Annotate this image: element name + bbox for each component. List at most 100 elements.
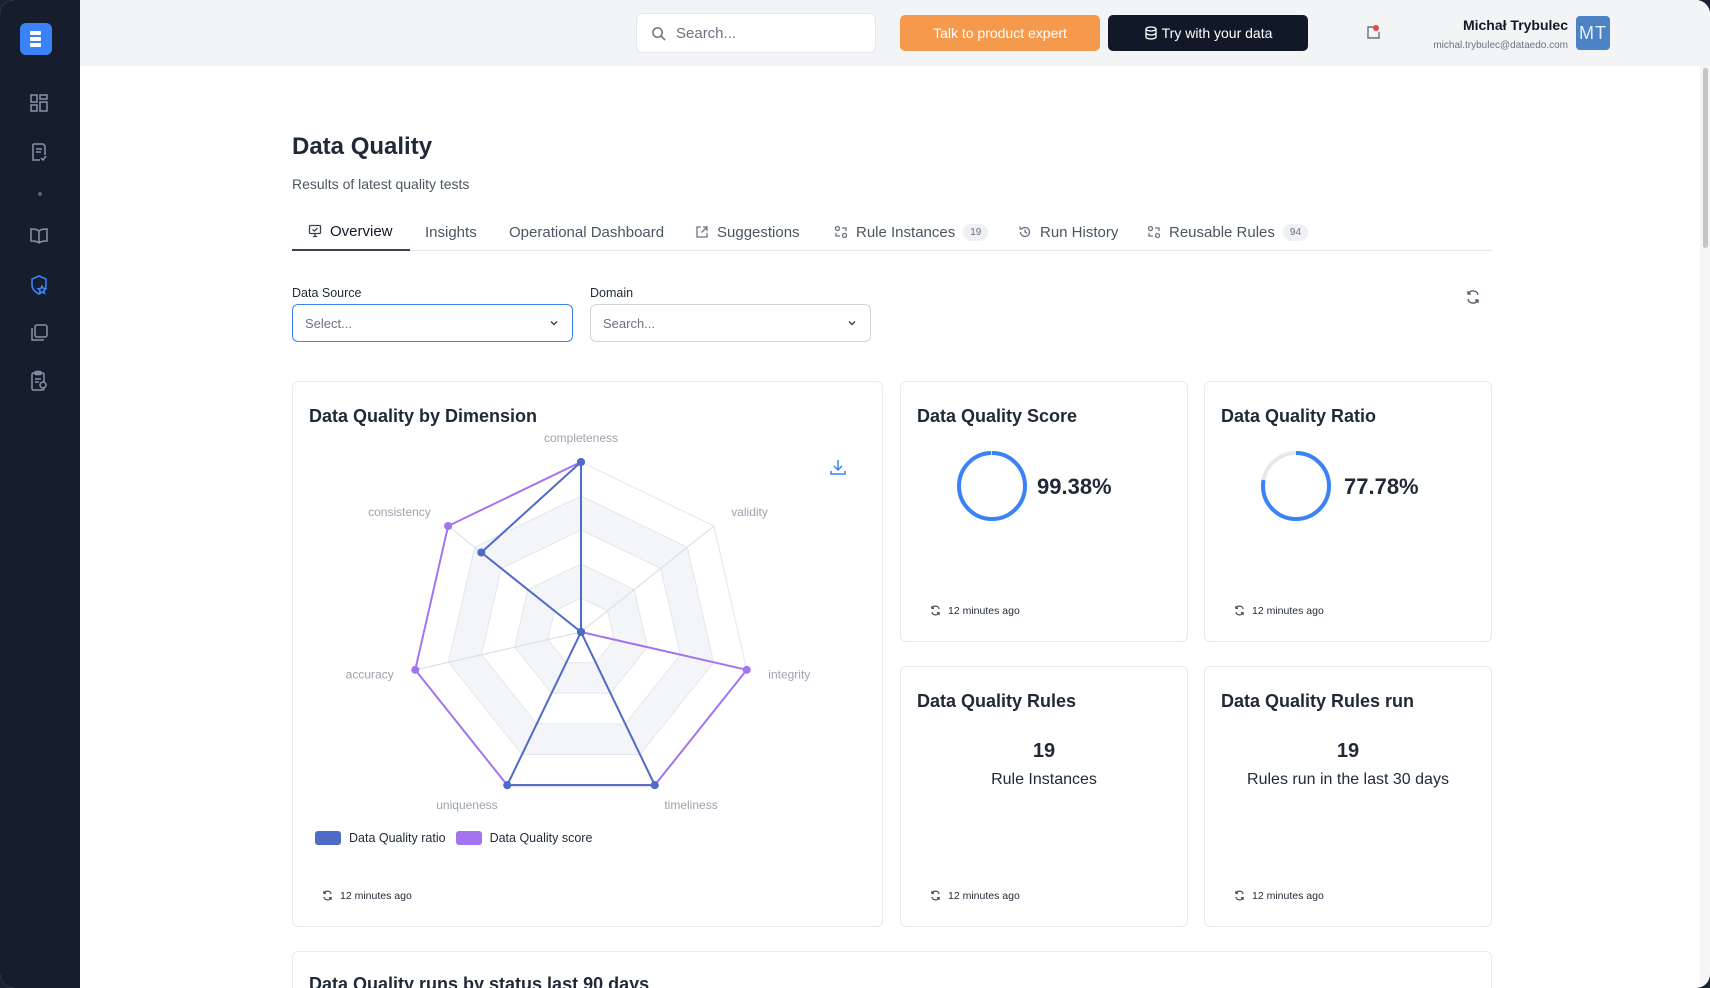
external-link-icon — [696, 226, 708, 238]
tab-run-history[interactable]: Run History — [1018, 213, 1118, 251]
chevron-down-icon — [848, 321, 856, 326]
tab-label: Suggestions — [717, 223, 800, 241]
pages-icon[interactable] — [27, 321, 51, 345]
tab-overview[interactable]: Overview — [292, 213, 410, 251]
legend-swatch-score — [455, 831, 482, 845]
search-icon — [652, 26, 666, 41]
ratio-value: 77.78% — [1344, 474, 1419, 499]
last-updated: 12 minutes ago — [1233, 889, 1324, 902]
score-ring — [957, 451, 1027, 521]
tab-label: Reusable Rules — [1169, 223, 1275, 241]
dataedo-logo[interactable] — [20, 23, 52, 55]
score-value: 99.38% — [1037, 474, 1112, 499]
checklist-icon[interactable] — [27, 140, 51, 164]
ring-progress — [957, 451, 1027, 521]
tab-insights[interactable]: Insights — [425, 213, 477, 251]
last-updated: 12 minutes ago — [929, 889, 1020, 902]
rules-icon — [1147, 225, 1161, 239]
ring-progress — [1261, 451, 1331, 521]
try-with-data-button[interactable]: Try with your data — [1108, 15, 1308, 51]
refresh-icon — [931, 890, 940, 901]
search-input[interactable] — [676, 24, 846, 42]
last-updated-text: 12 minutes ago — [948, 889, 1020, 902]
radar-point[interactable] — [650, 781, 659, 790]
tab-rule-instances[interactable]: Rule Instances 19 — [834, 213, 989, 251]
radar-point[interactable] — [577, 458, 585, 466]
radar-chart: completeness validity integrity timeliness u… — [346, 432, 811, 812]
count-badge: 94 — [1282, 223, 1309, 241]
domain-select[interactable]: Search... — [590, 304, 871, 342]
scrollbar-track[interactable] — [1700, 66, 1710, 988]
radar-axis-label-consistency: consistency — [368, 505, 431, 519]
database-icon — [1144, 26, 1157, 40]
chart-legend: Data Quality ratio Data Quality score — [315, 831, 592, 845]
dimension-card: Data Quality by Dimension completeness va… — [292, 381, 883, 927]
domain-placeholder: Search... — [603, 315, 656, 331]
tab-reusable-rules[interactable]: Reusable Rules 94 — [1147, 213, 1309, 251]
radar-point[interactable] — [411, 665, 420, 674]
shield-star-icon[interactable] — [27, 273, 51, 297]
top-bar: Talk to product expert Try with your dat… — [80, 0, 1710, 66]
radar-point[interactable] — [577, 628, 585, 636]
legend-label-ratio[interactable]: Data Quality ratio — [349, 831, 446, 845]
radar-axis-label-validity: validity — [731, 505, 768, 519]
data-source-label: Data Source — [292, 286, 362, 300]
rules-run-label: Rules run in the last 30 days — [1247, 771, 1449, 788]
rules-run-card: Data Quality Rules run 19 Rules run in t… — [1204, 666, 1492, 927]
clipboard-gear-icon[interactable] — [27, 369, 51, 393]
rules-card-title: Data Quality Rules — [917, 691, 1077, 711]
rules-count: 19 — [1032, 740, 1056, 762]
count-badge: 19 — [963, 223, 989, 241]
runs-by-status-card: Data Quality runs by status last 90 days — [292, 951, 1492, 988]
download-icon[interactable] — [828, 457, 848, 477]
rules-icon — [834, 225, 848, 239]
page-subtitle: Results of latest quality tests — [292, 176, 470, 192]
user-name: Michał Trybulec — [1462, 17, 1568, 33]
tab-operational-dashboard[interactable]: Operational Dashboard — [509, 213, 664, 251]
rules-run-count: 19 — [1336, 740, 1360, 762]
legend-label-score[interactable]: Data Quality score — [489, 831, 593, 845]
notification-icon[interactable] — [1364, 24, 1382, 42]
last-updated: 12 minutes ago — [321, 889, 412, 902]
page-title: Data Quality — [292, 133, 433, 160]
tab-label: Rule Instances — [856, 223, 956, 241]
global-search[interactable] — [636, 13, 876, 53]
radar-axis-line — [415, 631, 582, 671]
notification-badge — [1373, 25, 1379, 31]
rules-run-card-title: Data Quality Rules run — [1221, 691, 1415, 711]
sidebar — [0, 0, 80, 988]
dimension-card-title: Data Quality by Dimension — [309, 406, 538, 426]
radar-axis-label-timeliness: timeliness — [664, 798, 717, 812]
tab-label: Operational Dashboard — [509, 223, 665, 241]
last-updated: 12 minutes ago — [929, 604, 1020, 617]
chevron-down-icon — [550, 321, 558, 326]
refresh-icon — [323, 890, 332, 901]
refresh-icon[interactable] — [1464, 288, 1482, 306]
domain-label: Domain — [590, 286, 634, 300]
monitor-icon — [308, 224, 322, 238]
radar-point[interactable] — [503, 781, 512, 790]
radar-point[interactable] — [742, 665, 751, 674]
last-updated-text: 12 minutes ago — [1252, 604, 1324, 617]
radar-axis-label-accuracy: accuracy — [346, 668, 394, 682]
dashboard-icon[interactable] — [27, 91, 51, 115]
data-source-select[interactable]: Select... — [292, 304, 573, 342]
book-icon[interactable] — [27, 224, 51, 248]
last-updated-text: 12 minutes ago — [1252, 889, 1324, 902]
nav-separator — [38, 192, 42, 196]
radar-point[interactable] — [444, 522, 453, 531]
radar-axis-label-completeness: completeness — [544, 432, 618, 445]
talk-to-expert-button[interactable]: Talk to product expert — [900, 15, 1100, 51]
avatar[interactable]: MT — [1576, 16, 1610, 50]
scrollbar-thumb[interactable] — [1703, 68, 1708, 248]
tab-suggestions[interactable]: Suggestions — [695, 213, 800, 251]
tab-bar: Overview Insights Operational Dashboard … — [292, 213, 1492, 251]
runs-by-status-title: Data Quality runs by status last 90 days — [309, 974, 650, 988]
radar-point[interactable] — [477, 548, 486, 557]
score-card-title: Data Quality Score — [917, 406, 1078, 426]
refresh-icon — [1235, 605, 1244, 616]
history-icon — [1019, 226, 1031, 238]
radar-axis-line — [580, 525, 715, 633]
score-card: Data Quality Score 99.38% 12 minutes ago — [900, 381, 1188, 642]
